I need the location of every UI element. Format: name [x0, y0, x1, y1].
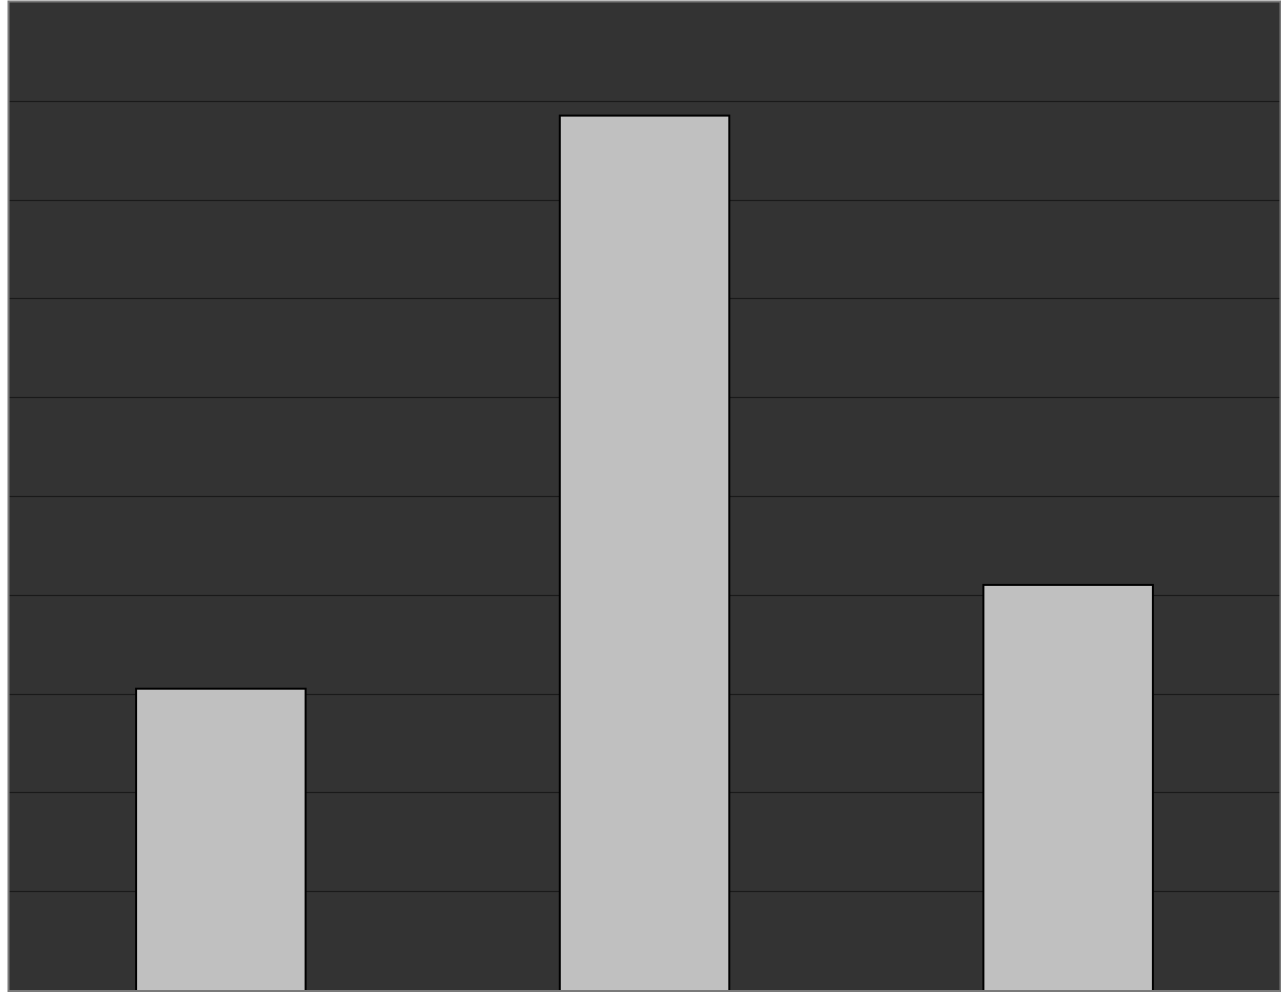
- bar: [558, 114, 731, 992]
- bar: [982, 583, 1154, 992]
- bars: [135, 114, 1154, 992]
- bar: [135, 687, 307, 992]
